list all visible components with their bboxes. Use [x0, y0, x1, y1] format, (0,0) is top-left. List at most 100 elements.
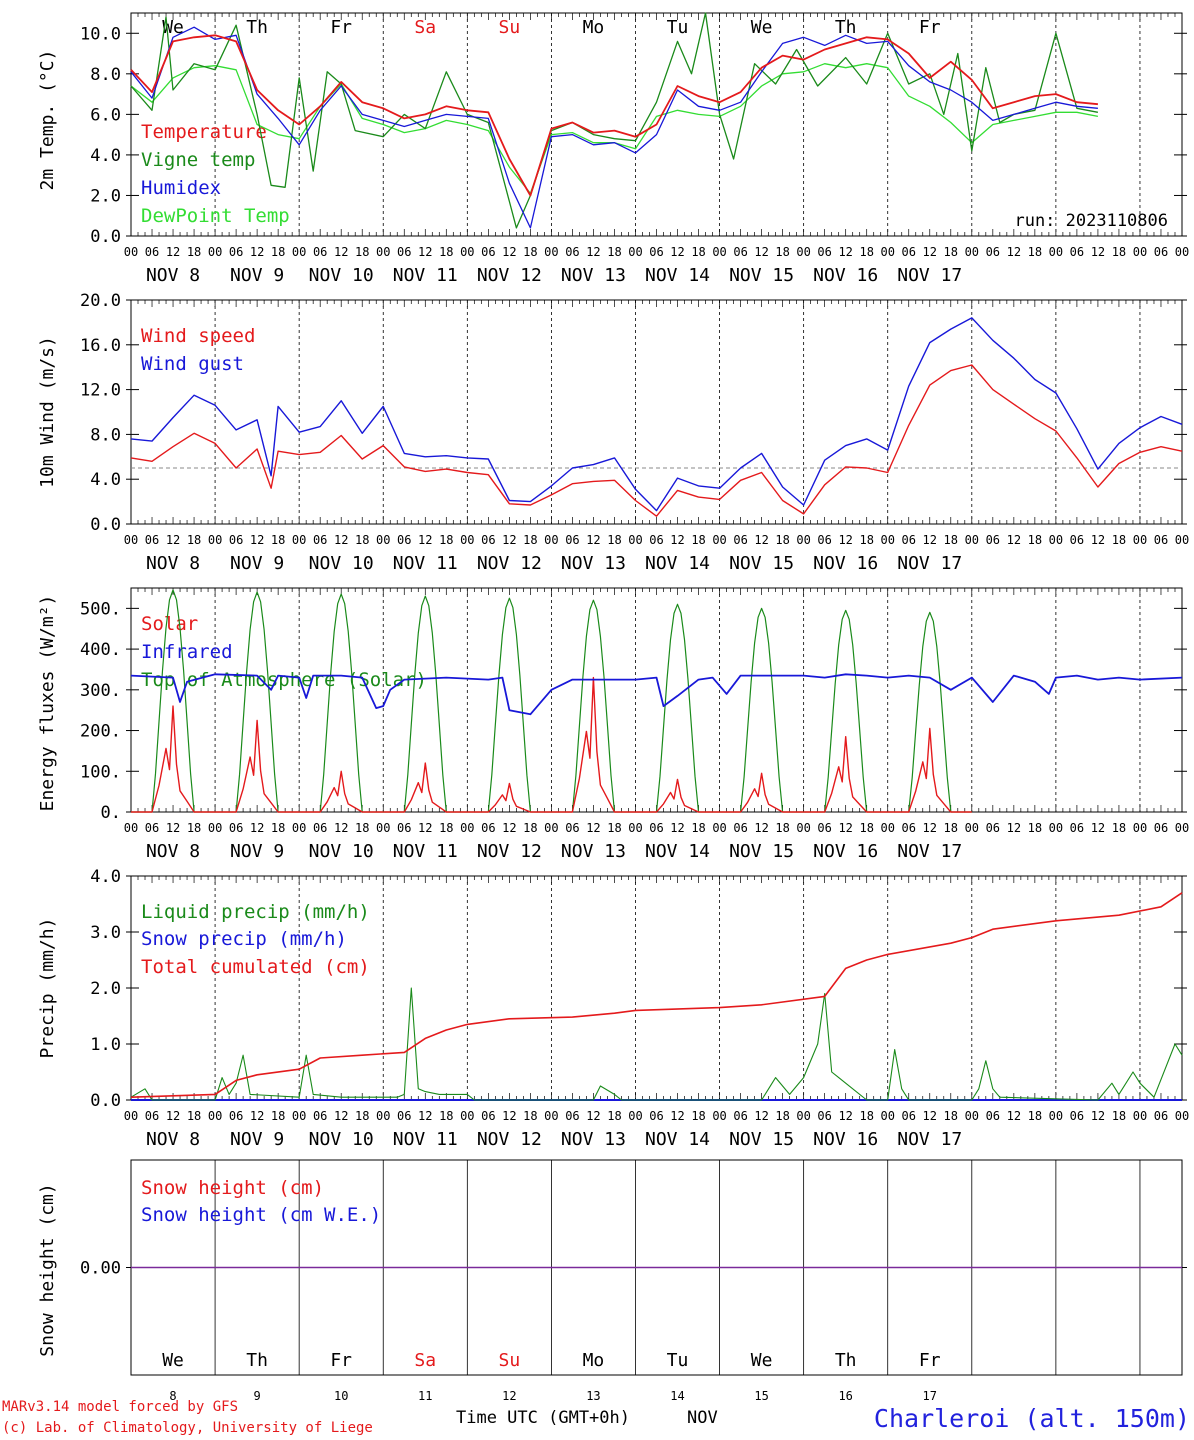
panel-4-hour-label: 18 — [944, 1109, 958, 1123]
solar-day-9 — [803, 736, 888, 813]
panel-4-hour-label: 12 — [250, 1109, 264, 1123]
panel-3-ytick-label: 300. — [80, 681, 121, 701]
panel-3-date-label: NOV 9 — [230, 841, 284, 862]
panel-3-hour-label: 06 — [313, 821, 327, 835]
toa-solar-day-3 — [299, 593, 384, 813]
panel-3-frame — [130, 587, 1183, 813]
panel-3-hour-label: 06 — [1154, 821, 1168, 835]
month-label: NOV — [687, 1408, 718, 1428]
panel-4-date-label: NOV 12 — [477, 1129, 542, 1150]
panel-2-date-label: NOV 16 — [813, 553, 878, 574]
liquid-precip-series — [130, 987, 1183, 1101]
panel-1-hour-label: 06 — [649, 245, 663, 259]
panel-1-hour-label: 00 — [292, 245, 306, 259]
panel-1-hour-label: 18 — [859, 245, 873, 259]
panel-2-hour-label: 18 — [1112, 533, 1126, 547]
panel-4-legend-3: Total cumulated (cm) — [141, 956, 370, 978]
panel-4-hour-label: 12 — [754, 1109, 768, 1123]
panel-2-date-label: NOV 13 — [561, 553, 626, 574]
day-number-label: 8 — [169, 1389, 176, 1403]
panel-3-date-label: NOV 11 — [393, 841, 458, 862]
panel-3-hour-label: 12 — [502, 821, 516, 835]
panel-2-date-label: NOV 9 — [230, 553, 284, 574]
panel-2-hour-label: 00 — [124, 533, 138, 547]
panel-4-hour-label: 06 — [733, 1109, 747, 1123]
day-number-label: 11 — [418, 1389, 432, 1403]
panel-3-hour-label: 00 — [460, 821, 474, 835]
weekday-bottom-label: Tu — [667, 1350, 689, 1371]
panel-2-hour-label: 18 — [1028, 533, 1042, 547]
panel-1-hour-label: 18 — [944, 245, 958, 259]
panel-3-ytick-label: 200. — [80, 722, 121, 742]
panel-3-hour-label: 00 — [376, 821, 390, 835]
solar-day-2 — [215, 719, 300, 813]
panel-3-hour-label: 00 — [965, 821, 979, 835]
panel-4-date-label: NOV 17 — [897, 1129, 962, 1150]
panel-2-ytick-label: 20.0 — [80, 291, 121, 311]
panel-3-hour-label: 18 — [775, 821, 789, 835]
panel-1-hour-label: 18 — [607, 245, 621, 259]
panel-2-hour-label: 00 — [208, 533, 222, 547]
temp-series-2 — [130, 12, 1099, 229]
panel-3-date-label: NOV 16 — [813, 841, 878, 862]
panel-4-hour-label: 00 — [965, 1109, 979, 1123]
panel-3-hour-label: 12 — [586, 821, 600, 835]
solar-day-5 — [467, 782, 552, 813]
panel-2-hour-label: 06 — [1154, 533, 1168, 547]
panel-3-hour-label: 18 — [439, 821, 453, 835]
panel-1-hour-label: 06 — [145, 245, 159, 259]
panel-1-hour-label: 12 — [754, 245, 768, 259]
panel-1-hour-label: 00 — [712, 245, 726, 259]
time-axis-label: Time UTC (GMT+0h) — [456, 1408, 630, 1428]
panel-2-hour-label: 00 — [1049, 533, 1063, 547]
panel-3-hour-label: 18 — [1112, 821, 1126, 835]
panel-3-legend-2: Infrared — [141, 641, 233, 663]
panel-1-hour-label: 18 — [271, 245, 285, 259]
panel-2-hour-label: 12 — [1007, 533, 1021, 547]
panel-2-date-label: NOV 14 — [645, 553, 710, 574]
panel-1-hour-label: 18 — [1028, 245, 1042, 259]
panel-3-hour-label: 00 — [1175, 821, 1189, 835]
panel-2-hour-label: 18 — [355, 533, 369, 547]
panel-4-hour-label: 18 — [439, 1109, 453, 1123]
panel-1-hour-label: 00 — [376, 245, 390, 259]
solar-day-8 — [719, 772, 804, 813]
panel-3-hour-label: 18 — [187, 821, 201, 835]
panel-3-date-label: NOV 15 — [729, 841, 794, 862]
panel-1-date-label: NOV 11 — [393, 265, 458, 286]
weekday-bottom-label: Fr — [919, 1350, 941, 1371]
panel-1-date-label: NOV 10 — [309, 265, 374, 286]
panel-2-ytick-label: 16.0 — [80, 336, 121, 356]
wind-series-2 — [130, 317, 1183, 512]
panel-1-hour-label: 00 — [628, 245, 642, 259]
day-number-label: 13 — [586, 1389, 600, 1403]
panel-2-date-label: NOV 8 — [146, 553, 200, 574]
panel-4-date-label: NOV 8 — [146, 1129, 200, 1150]
panel-3-date-label: NOV 17 — [897, 841, 962, 862]
weekday-top-label: We — [751, 17, 773, 38]
panel-4-hour-label: 00 — [712, 1109, 726, 1123]
panel-3-hour-label: 06 — [817, 821, 831, 835]
panel-2-hour-label: 00 — [965, 533, 979, 547]
panel-1-ytick-label: 10.0 — [80, 24, 121, 44]
day-number-label: 14 — [670, 1389, 684, 1403]
temp-series-1 — [130, 34, 1098, 197]
panel-2-hour-label: 18 — [859, 533, 873, 547]
panel-2-hour-label: 00 — [628, 533, 642, 547]
panel-1-hour-label: 06 — [565, 245, 579, 259]
panel-4-hour-label: 12 — [923, 1109, 937, 1123]
panel-4-ylabel: Precip (mm/h) — [37, 918, 58, 1059]
panel-1-hour-label: 18 — [523, 245, 537, 259]
panel-3-hour-label: 18 — [691, 821, 705, 835]
solar-day-3 — [299, 770, 384, 813]
day-number-label: 17 — [923, 1389, 937, 1403]
panel-3-hour-label: 00 — [628, 821, 642, 835]
panel-1-hour-label: 18 — [1112, 245, 1126, 259]
panel-2-ytick-label: 0.0 — [90, 515, 121, 535]
solar-day-4 — [383, 762, 468, 813]
panel-1-hour-label: 12 — [923, 245, 937, 259]
panel-1-hour-label: 18 — [355, 245, 369, 259]
panel-4-date-label: NOV 9 — [230, 1129, 284, 1150]
panel-1-ytick-label: 2.0 — [90, 186, 121, 206]
weekday-bottom-label: Sa — [414, 1350, 436, 1371]
